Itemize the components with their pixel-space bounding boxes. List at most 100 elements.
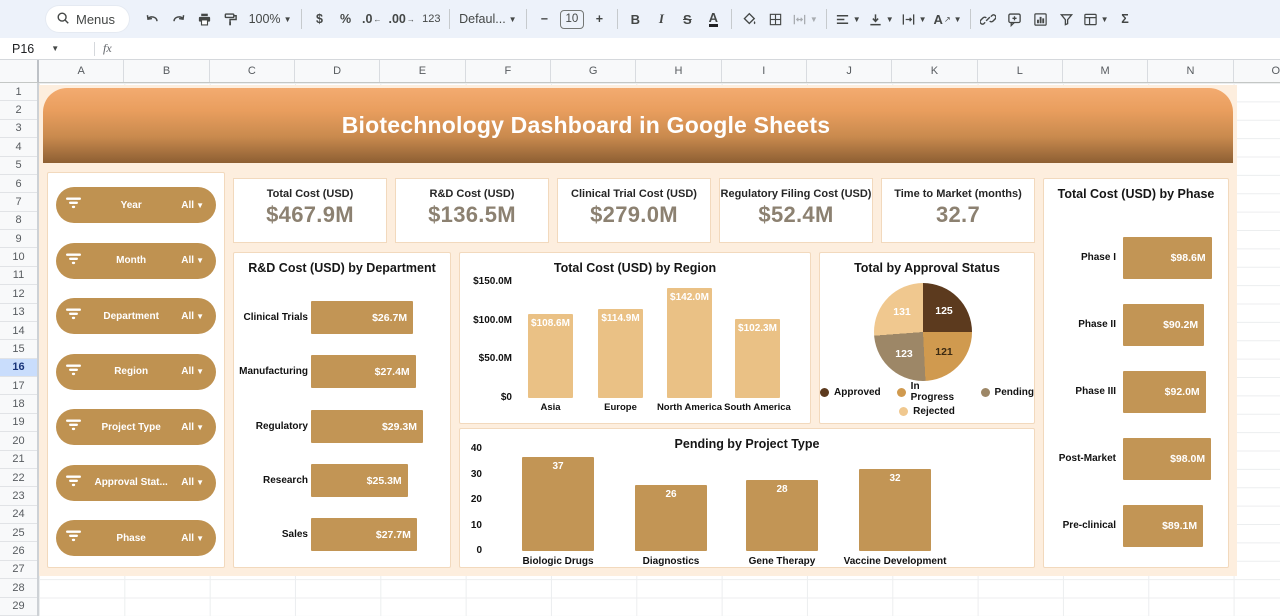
- filter-phase[interactable]: Phase All ▼: [56, 520, 216, 556]
- formula-input[interactable]: [112, 38, 1280, 59]
- text-wrap-button[interactable]: ▼: [898, 7, 930, 31]
- row-header-15[interactable]: 15: [0, 340, 37, 359]
- row-header-27[interactable]: 27: [0, 561, 37, 580]
- row-header-24[interactable]: 24: [0, 506, 37, 524]
- row-header-17[interactable]: 17: [0, 377, 37, 396]
- row-header-7[interactable]: 7: [0, 193, 37, 212]
- row-header-3[interactable]: 3: [0, 120, 37, 139]
- chart-total-by-approval-status[interactable]: Total by Approval Status 125 121 123 131 App…: [819, 252, 1035, 424]
- create-filter-icon[interactable]: [1054, 7, 1079, 31]
- decrease-decimal-button[interactable]: .0 ←: [359, 7, 384, 31]
- column-header-O[interactable]: O: [1234, 60, 1280, 82]
- name-box[interactable]: P16 ▼: [0, 42, 86, 56]
- row-header-6[interactable]: 6: [0, 175, 37, 194]
- borders-icon[interactable]: [763, 7, 788, 31]
- format-currency-button[interactable]: $: [316, 12, 323, 26]
- increase-decimal-button[interactable]: .00 →: [385, 7, 417, 31]
- column-header-K[interactable]: K: [892, 60, 978, 82]
- text-rotation-button[interactable]: A ↗ ▼: [931, 7, 965, 31]
- merge-cells-button[interactable]: ▼: [789, 7, 821, 31]
- column-header-I[interactable]: I: [722, 60, 807, 82]
- row-header-12[interactable]: 12: [0, 285, 37, 304]
- row-header-18[interactable]: 18: [0, 395, 37, 414]
- italic-button[interactable]: I: [658, 11, 664, 26]
- column-header-F[interactable]: F: [466, 60, 551, 82]
- filter-month[interactable]: Month All ▼: [56, 242, 216, 279]
- row-header-16[interactable]: 16: [0, 358, 37, 377]
- font-select[interactable]: Defaul... ▼: [455, 7, 521, 31]
- row-header-1[interactable]: 1: [0, 83, 37, 102]
- format-percent-button[interactable]: %: [339, 12, 352, 26]
- kpi-card[interactable]: Time to Market (months) 32.7: [881, 178, 1035, 243]
- row-header-5[interactable]: 5: [0, 157, 37, 175]
- column-header-G[interactable]: G: [551, 60, 637, 82]
- legend: Approved In Progress Pending Rejected: [820, 381, 1034, 417]
- column-header-M[interactable]: M: [1063, 60, 1149, 82]
- row-header-10[interactable]: 10: [0, 248, 37, 267]
- divider: [825, 9, 827, 29]
- functions-button[interactable]: Σ: [1121, 12, 1129, 26]
- print-icon[interactable]: [192, 7, 217, 31]
- row-header-19[interactable]: 19: [0, 414, 37, 433]
- paint-format-icon[interactable]: [218, 7, 243, 31]
- row-header-26[interactable]: 26: [0, 542, 37, 561]
- select-all-corner[interactable]: [0, 60, 39, 83]
- table-views-button[interactable]: ▼: [1080, 7, 1112, 31]
- filter-year[interactable]: Year All ▼: [56, 187, 216, 223]
- increase-font-size-button[interactable]: +: [595, 12, 604, 26]
- column-header-A[interactable]: A: [39, 60, 125, 82]
- chart-pending-by-project-type[interactable]: Pending by Project Type 40 30 20 10 0 37 Biolo…: [459, 428, 1035, 568]
- kpi-card[interactable]: Total Cost (USD) $467.9M: [233, 178, 387, 243]
- row-header-28[interactable]: 28: [0, 579, 37, 598]
- row-header-8[interactable]: 8: [0, 212, 37, 230]
- column-header-E[interactable]: E: [380, 60, 466, 82]
- column-header-H[interactable]: H: [636, 60, 722, 82]
- row-header-4[interactable]: 4: [0, 138, 37, 157]
- bar-value-label: $114.9M: [601, 313, 640, 325]
- kpi-card[interactable]: Clinical Trial Cost (USD) $279.0M: [557, 178, 711, 243]
- chart-rd-cost-by-department[interactable]: R&D Cost (USD) by Department Clinical Tr…: [233, 252, 451, 568]
- fill-color-icon[interactable]: [737, 7, 762, 31]
- filter-approval-stat[interactable]: Approval Stat... All ▼: [56, 464, 216, 501]
- filter-project-type[interactable]: Project Type All ▼: [56, 409, 216, 445]
- row-header-11[interactable]: 11: [0, 267, 37, 286]
- column-header-C[interactable]: C: [210, 60, 295, 82]
- row-header-20[interactable]: 20: [0, 432, 37, 451]
- kpi-card[interactable]: R&D Cost (USD) $136.5M: [395, 178, 549, 243]
- zoom-select[interactable]: 100% ▼: [244, 7, 296, 31]
- bold-button[interactable]: B: [630, 11, 641, 27]
- row-header-2[interactable]: 2: [0, 101, 37, 120]
- chevron-down-icon: ▼: [508, 14, 517, 24]
- column-header-B[interactable]: B: [124, 60, 210, 82]
- column-header-N[interactable]: N: [1148, 60, 1234, 82]
- chart-total-cost-by-phase[interactable]: Total Cost (USD) by Phase Phase I $98.6M P…: [1043, 178, 1229, 568]
- column-header-L[interactable]: L: [978, 60, 1063, 82]
- row-header-29[interactable]: 29: [0, 598, 37, 616]
- kpi-card[interactable]: Regulatory Filing Cost (USD) $52.4M: [719, 178, 873, 243]
- row-header-21[interactable]: 21: [0, 451, 37, 469]
- filter-department[interactable]: Department All ▼: [56, 298, 216, 334]
- undo-button[interactable]: [140, 7, 165, 31]
- text-color-button[interactable]: A: [701, 7, 726, 31]
- column-header-D[interactable]: D: [295, 60, 381, 82]
- filter-region[interactable]: Region All ▼: [56, 353, 216, 390]
- more-formats-button[interactable]: 123: [422, 13, 441, 25]
- horizontal-align-button[interactable]: ▼: [832, 7, 864, 31]
- column-header-J[interactable]: J: [807, 60, 893, 82]
- font-size-input[interactable]: 10: [559, 9, 584, 29]
- chart-total-cost-by-region[interactable]: Total Cost (USD) by Region $150.0M $100.0…: [459, 252, 811, 424]
- row-header-14[interactable]: 14: [0, 322, 37, 341]
- redo-button[interactable]: [166, 7, 191, 31]
- row-header-22[interactable]: 22: [0, 469, 37, 488]
- row-header-25[interactable]: 25: [0, 524, 37, 543]
- insert-link-icon[interactable]: [976, 7, 1001, 31]
- decrease-font-size-button[interactable]: −: [540, 12, 549, 26]
- strikethrough-button[interactable]: S: [683, 11, 692, 27]
- vertical-align-button[interactable]: ▼: [865, 7, 897, 31]
- insert-comment-icon[interactable]: [1002, 7, 1027, 31]
- row-header-23[interactable]: 23: [0, 487, 37, 506]
- row-header-13[interactable]: 13: [0, 304, 37, 322]
- row-header-9[interactable]: 9: [0, 230, 37, 249]
- menus-button[interactable]: Menus: [46, 6, 130, 32]
- insert-chart-icon[interactable]: [1028, 7, 1053, 31]
